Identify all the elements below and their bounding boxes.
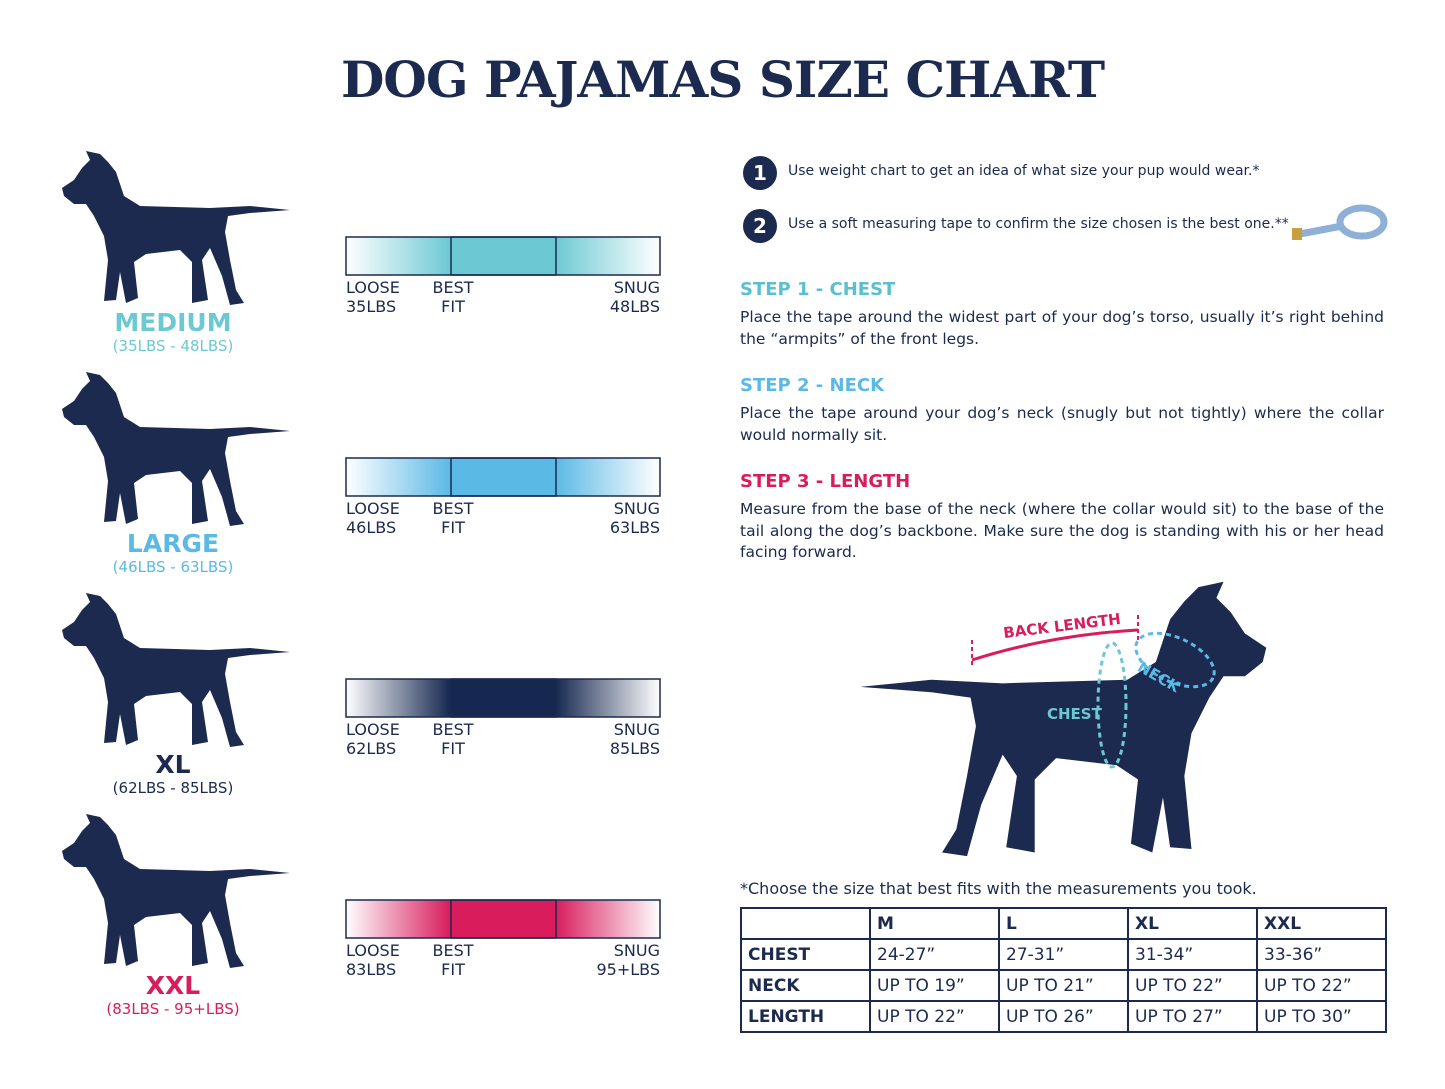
step-number: 2 (743, 209, 777, 243)
fit-label: FIT (441, 297, 465, 316)
table-cell: UP TO 22” (1256, 969, 1387, 1002)
fit-label: FIT (441, 518, 465, 537)
fit-bar-best (450, 678, 557, 718)
table-cell: UP TO 22” (1127, 969, 1258, 1002)
step-title: STEP 1 - CHEST (740, 279, 896, 300)
diagram-dog (860, 581, 1267, 857)
table-cell: UP TO 27” (1127, 1000, 1258, 1033)
table-cell: UP TO 19” (869, 969, 1000, 1002)
fit-label: 46LBS (346, 518, 397, 537)
table-cell: UP TO 30” (1256, 1000, 1387, 1033)
dog-silhouette (62, 372, 290, 526)
table-cell: 24-27” (869, 938, 1000, 971)
step-text: Place the tape around the widest part of… (740, 308, 1384, 348)
table-cell: 31-34” (1127, 938, 1258, 971)
fit-label: 83LBS (346, 960, 397, 979)
fit-label: LOOSE (346, 941, 400, 960)
fit-label: SNUG (613, 941, 660, 960)
instruction-text: Use weight chart to get an idea of what … (788, 163, 1260, 179)
fit-label: LOOSE (346, 278, 400, 297)
fit-bar (345, 457, 661, 497)
size-name: LARGE (126, 529, 220, 558)
table-cell: UP TO 22” (869, 1000, 1000, 1033)
dog-silhouette (62, 593, 290, 747)
fit-label: BEST (432, 720, 474, 739)
table-row: NECK UP TO 19” UP TO 21” UP TO 22” UP TO 22” (740, 969, 1387, 1002)
size-name: MEDIUM (114, 308, 232, 337)
table-row: LENGTH UP TO 22” UP TO 26” UP TO 27” UP TO 3… (740, 1000, 1387, 1033)
title: DOG PAJAMAS SIZE CHART (340, 50, 1105, 109)
table-cell: UP TO 21” (998, 969, 1129, 1002)
fit-label: 85LBS (609, 739, 660, 758)
step-title: STEP 2 - NECK (740, 375, 885, 396)
step-number: 1 (743, 156, 777, 190)
fit-label: 35LBS (346, 297, 397, 316)
fit-label: SNUG (613, 499, 660, 518)
table-row: M L XL XXL (740, 907, 1387, 940)
fit-label: LOOSE (346, 499, 400, 518)
instruction-text: Use a soft measuring tape to confirm the… (788, 216, 1289, 232)
step-text: Measure from the base of the neck (where… (740, 500, 1384, 561)
fit-label: BEST (432, 499, 474, 518)
fit-label: 62LBS (346, 739, 397, 758)
table-cell: L (998, 907, 1129, 940)
fit-label: SNUG (613, 720, 660, 739)
chest-label: CHEST (1047, 705, 1102, 723)
size-range: (83LBS - 95+LBS) (106, 1000, 240, 1018)
fit-label: FIT (441, 739, 465, 758)
fit-label: 63LBS (609, 518, 660, 537)
table-cell (740, 907, 871, 940)
fit-bar-best (450, 899, 557, 939)
table-cell: LENGTH (740, 1000, 871, 1033)
size-range: (46LBS - 63LBS) (112, 558, 234, 576)
table-cell: 27-31” (998, 938, 1129, 971)
fit-bar (345, 678, 661, 718)
fit-label: BEST (432, 941, 474, 960)
fit-label: LOOSE (346, 720, 400, 739)
table-cell: M (869, 907, 1000, 940)
size-name: XXL (145, 971, 201, 1000)
size-range: (35LBS - 48LBS) (112, 337, 234, 355)
fit-bar-best (450, 236, 557, 276)
fit-label: 95+LBS (596, 960, 660, 979)
table-cell: UP TO 26” (998, 1000, 1129, 1033)
fit-bar-best (450, 457, 557, 497)
fit-label: SNUG (613, 278, 660, 297)
table-cell: 33-36” (1256, 938, 1387, 971)
fit-label: BEST (432, 278, 474, 297)
table-cell: XXL (1256, 907, 1387, 940)
size-range: (62LBS - 85LBS) (112, 779, 234, 797)
note: *Choose the size that best fits with the… (740, 879, 1257, 898)
fit-label: 48LBS (609, 297, 660, 316)
dog-silhouette (62, 814, 290, 968)
table-cell: XL (1127, 907, 1258, 940)
table-cell: NECK (740, 969, 871, 1002)
fit-label: FIT (441, 960, 465, 979)
step-title: STEP 3 - LENGTH (740, 471, 911, 492)
table-row: CHEST 24-27” 27-31” 31-34” 33-36” (740, 938, 1387, 971)
tape-icon (1292, 204, 1388, 240)
step-text: Place the tape around your dog’s neck (s… (740, 404, 1384, 444)
dog-silhouette (62, 151, 290, 305)
fit-bar (345, 236, 661, 276)
table-cell: CHEST (740, 938, 871, 971)
size-name: XL (155, 750, 191, 779)
fit-bar (345, 899, 661, 939)
size-table: M L XL XXL CHEST 24-27” 27-31” 31-34” 33-36” NECK… (740, 907, 1387, 1033)
